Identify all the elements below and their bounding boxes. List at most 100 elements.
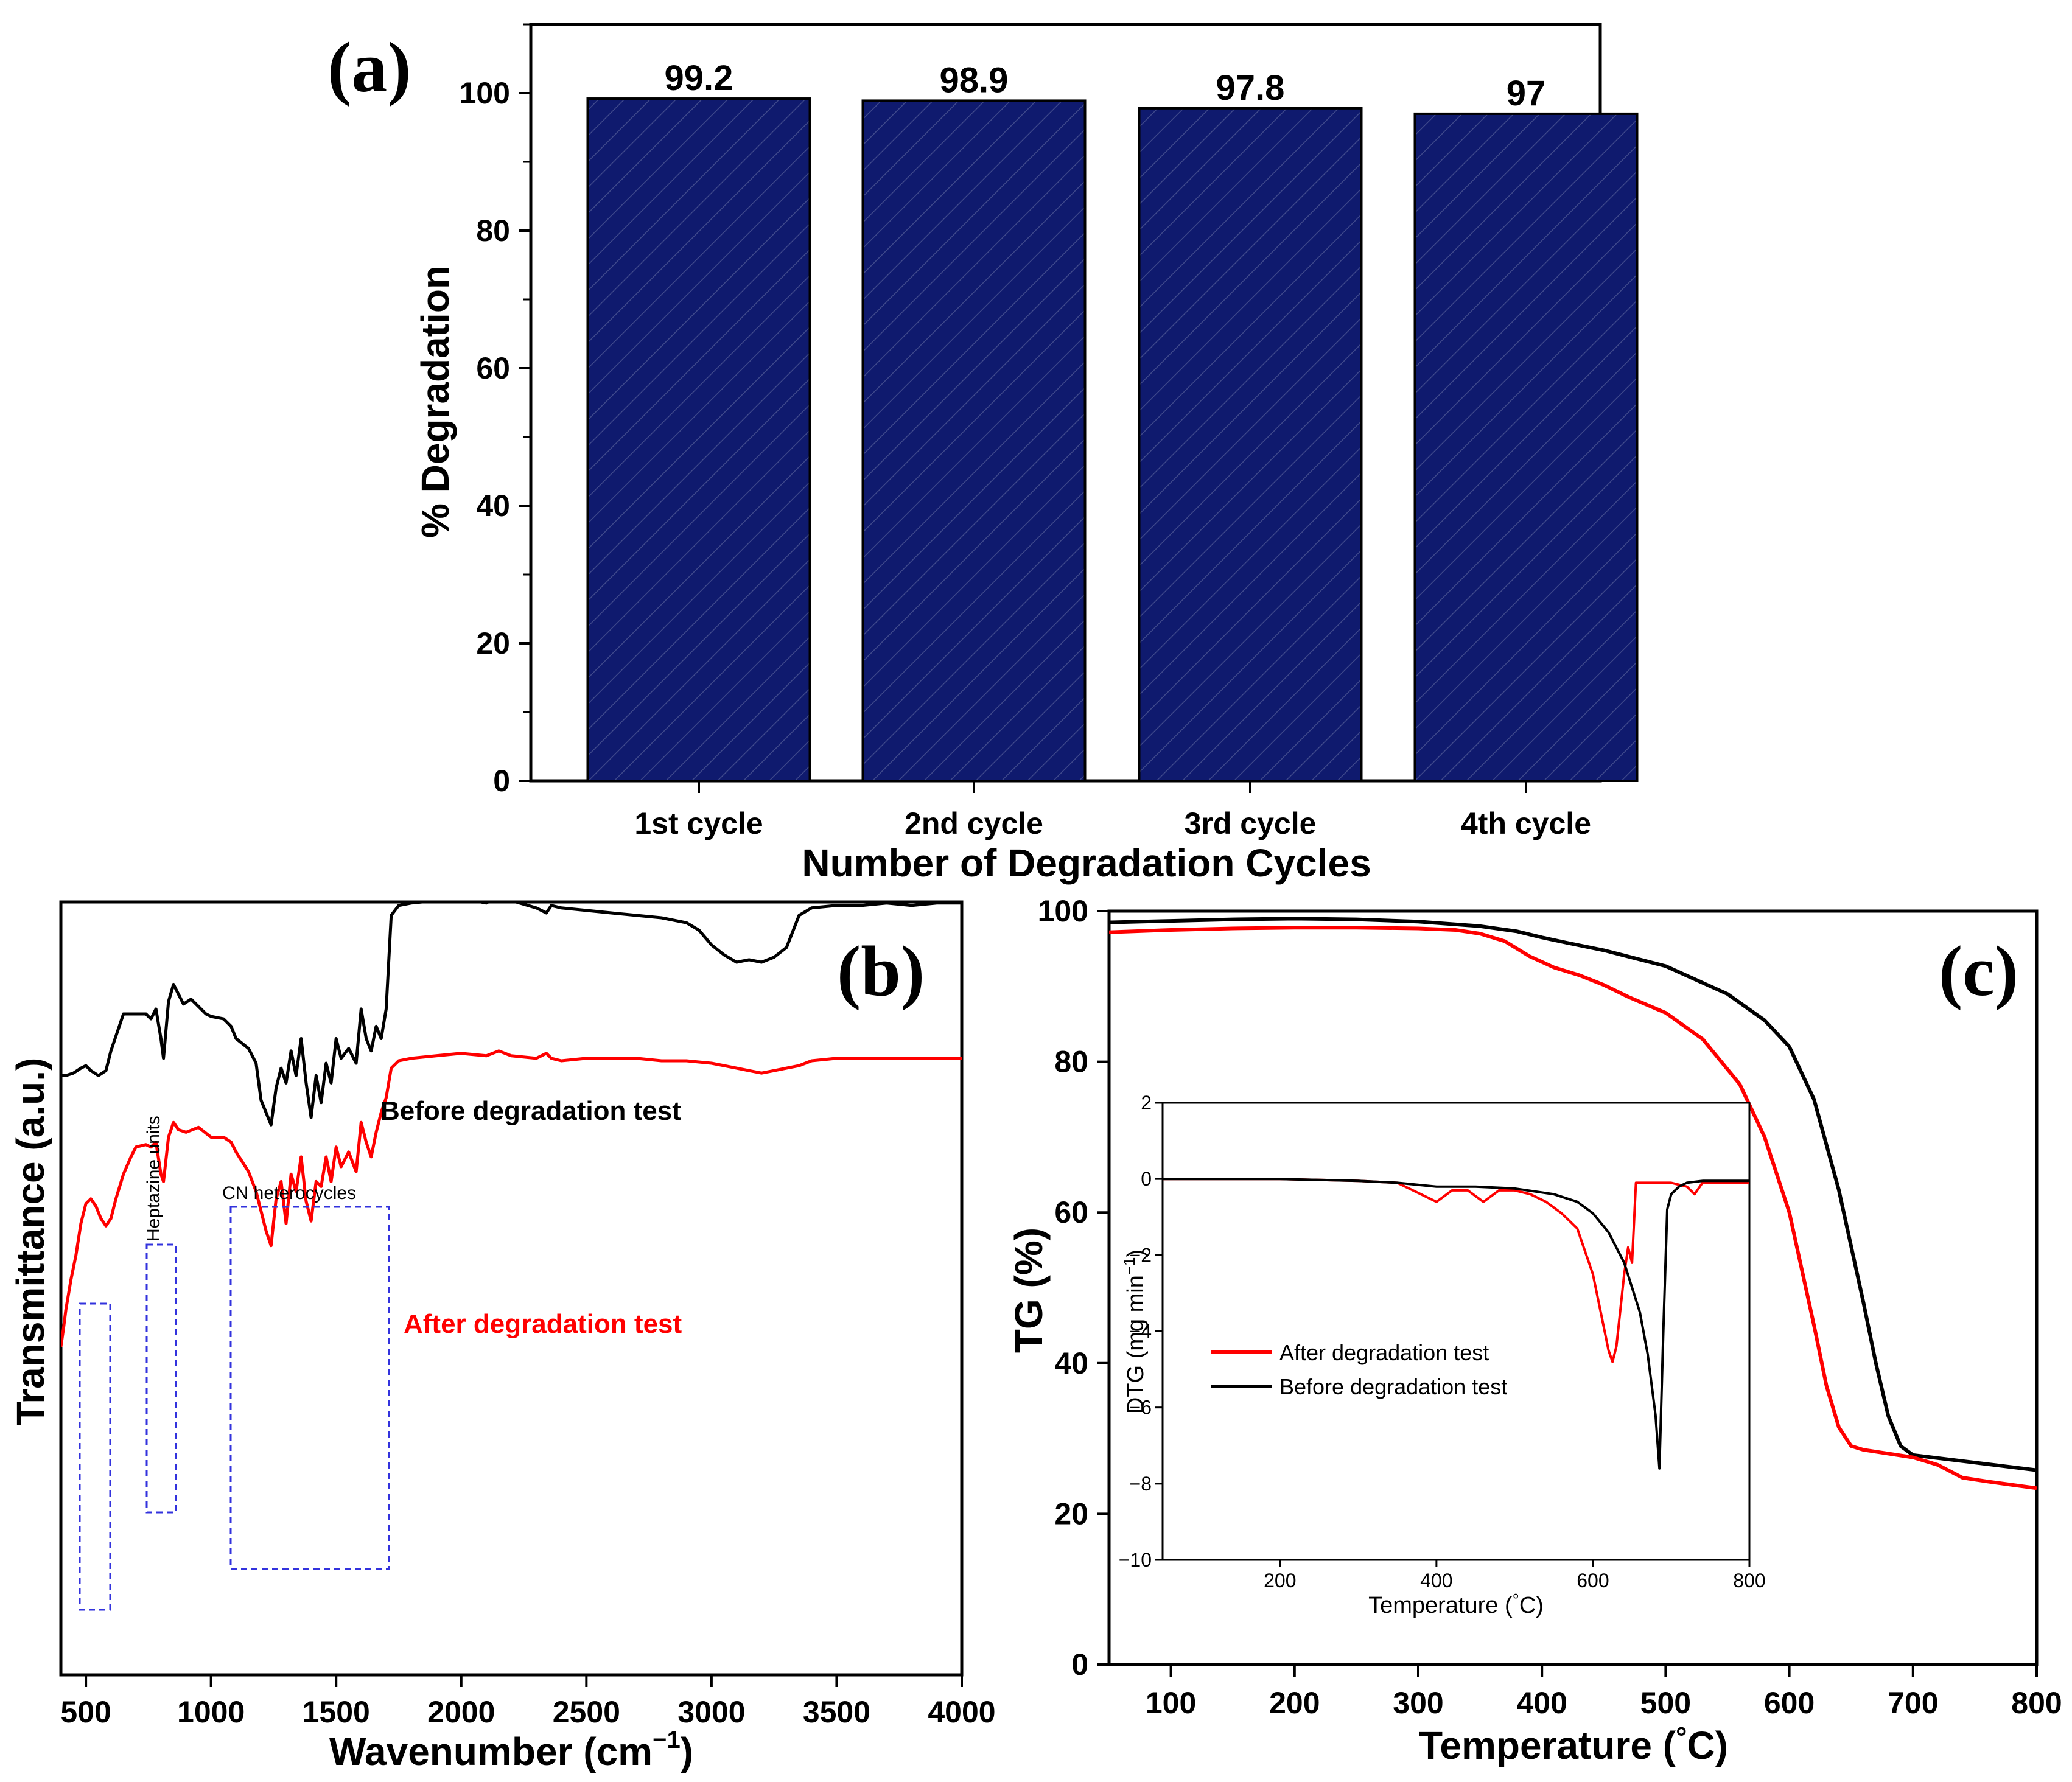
- annotation-before: Before degradation test: [380, 1096, 681, 1126]
- panel-c-label: (c): [1939, 931, 2018, 1011]
- inset-y-tick-label: −8: [1130, 1473, 1152, 1495]
- bar: [586, 97, 811, 782]
- inset-y-tick-label: −2: [1130, 1244, 1152, 1266]
- inset-legend: After degradation test Before degradatio…: [1211, 1340, 1507, 1399]
- panel-a-label: (a): [327, 27, 411, 107]
- box-cn-heterocycles: [229, 1206, 390, 1570]
- x-axis-title: Number of Degradation Cycles: [802, 841, 1371, 885]
- x-axis-title-sup: −1: [653, 1727, 681, 1753]
- y-axis-ticks: 0 20 40 60 80 100: [460, 23, 531, 798]
- inset-y-axis-title-main: DTG (mg min: [1123, 1275, 1149, 1414]
- inset-y-axis-ticks: −10 −8 −6 −4 −2 0 2: [1119, 1092, 1163, 1571]
- inset-x-axis-title-main: Temperature (: [1368, 1593, 1513, 1618]
- inset-x-axis-title: Temperature (°C): [1368, 1590, 1544, 1618]
- y-tick-label: 20: [476, 626, 510, 660]
- inset-y-tick-label: −4: [1130, 1321, 1152, 1343]
- x-axis-title: Temperature (°C): [1419, 1721, 1728, 1767]
- inset-y-tick-label: 0: [1141, 1168, 1152, 1190]
- inset-y-axis-title-sup: −1: [1120, 1257, 1138, 1276]
- y-axis-ticks: 0 20 40 60 80 100: [1038, 894, 1109, 1682]
- y-axis-title: TG (%): [1007, 1228, 1051, 1353]
- inset-series-before-line: [1163, 1178, 1749, 1470]
- bar: [1413, 112, 1639, 782]
- x-axis-title-main: Wavenumber (cm: [329, 1730, 653, 1773]
- y-tick-label: 80: [1054, 1045, 1088, 1079]
- x-axis-title-end: ): [681, 1730, 693, 1773]
- line-series: [1109, 917, 2037, 1490]
- x-tick-label: 1500: [303, 1695, 370, 1729]
- dtg-inset: −10 −8 −6 −4 −2 0 2 200 400 600 800 After degrada…: [1119, 1092, 1766, 1618]
- line-series: [61, 902, 962, 1347]
- x-tick-label: 200: [1269, 1686, 1320, 1720]
- x-tick-label: 800: [2011, 1686, 2062, 1720]
- x-axis-ticks: 500 1000 1500 2000 2500 3000 3500 4000: [60, 1675, 996, 1729]
- y-tick-label: 80: [476, 214, 510, 248]
- y-tick-label: 100: [460, 76, 510, 110]
- panel-a: (a) 99.2 98.9 97.8 97 0 20 40 60 80 100 1st cycl…: [327, 23, 1639, 885]
- x-tick-label: 3500: [803, 1695, 870, 1729]
- bar-value-label: 99.2: [665, 58, 733, 98]
- x-tick-label: 500: [60, 1695, 111, 1729]
- annotation-cn-heterocycles: CN heterocycles: [222, 1183, 356, 1203]
- inset-y-axis-title: DTG (mg min−1): [1120, 1249, 1149, 1414]
- inset-x-axis-title-degree: °: [1513, 1590, 1519, 1609]
- x-tick-label: 600: [1764, 1686, 1815, 1720]
- x-tick-label: 4000: [928, 1695, 995, 1729]
- series-before-line: [1109, 917, 2037, 1472]
- x-tick-label: 100: [1146, 1686, 1196, 1720]
- box-heptazine: [145, 1243, 177, 1514]
- bar-value-label: 98.9: [940, 60, 1009, 100]
- x-axis-title-end: C): [1687, 1724, 1728, 1767]
- inset-x-axis-title-end: C): [1519, 1593, 1544, 1618]
- x-axis-title-degree: °: [1676, 1721, 1687, 1753]
- x-tick-label: 3rd cycle: [1185, 806, 1317, 840]
- inset-line-series: [1163, 1178, 1749, 1470]
- bar-value-label: 97.8: [1216, 68, 1285, 108]
- x-axis-ticks: 100 200 300 400 500 600 700 800: [1146, 1665, 2062, 1720]
- x-tick-label: 500: [1640, 1686, 1691, 1720]
- x-tick-label: 1000: [177, 1695, 245, 1729]
- y-tick-label: 20: [1054, 1497, 1088, 1531]
- x-tick-label: 2500: [553, 1695, 620, 1729]
- box-tri-s-triazine: [79, 1302, 111, 1611]
- panel-b: 500 1000 1500 2000 2500 3000 3500 4000 Heptazin…: [9, 900, 996, 1773]
- y-tick-label: 60: [476, 351, 510, 385]
- x-tick-label: 2nd cycle: [905, 806, 1043, 840]
- y-tick-label: 100: [1038, 894, 1088, 928]
- series-before-line: [61, 902, 962, 1127]
- y-axis-title: % Degradation: [413, 265, 457, 538]
- y-tick-label: 60: [1054, 1195, 1088, 1229]
- inset-plot-frame: [1161, 1102, 1751, 1561]
- panel-b-label: (b): [837, 931, 925, 1011]
- x-tick-label: 2000: [427, 1695, 495, 1729]
- x-axis-title-main: Temperature (: [1419, 1724, 1676, 1767]
- bar-value-label: 97: [1507, 74, 1546, 113]
- series-after-line: [61, 1049, 962, 1347]
- y-axis-title: Transmittance (a.u.): [9, 1058, 52, 1426]
- y-tick-label: 40: [476, 489, 510, 523]
- x-tick-label: 3000: [677, 1695, 745, 1729]
- bar-series: 99.2 98.9 97.8 97: [586, 58, 1639, 783]
- annotation-heptazine: Heptazine units: [144, 1116, 164, 1242]
- x-axis-ticks: 1st cycle 2nd cycle 3rd cycle 4th cycle: [634, 781, 1591, 840]
- x-axis-title: Wavenumber (cm−1): [329, 1727, 693, 1773]
- x-tick-label: 1st cycle: [634, 806, 763, 840]
- inset-series-after-line: [1163, 1178, 1749, 1363]
- y-tick-label: 40: [1054, 1346, 1088, 1380]
- inset-y-tick-label: 2: [1141, 1092, 1152, 1114]
- inset-y-tick-label: −10: [1119, 1549, 1152, 1571]
- inset-x-tick-label: 200: [1264, 1570, 1296, 1592]
- inset-y-axis-title-end: ): [1123, 1249, 1149, 1257]
- panel-c-plot-frame: [1107, 909, 2039, 1666]
- x-tick-label: 400: [1516, 1686, 1567, 1720]
- inset-x-axis-ticks: 200 400 600 800: [1264, 1560, 1766, 1592]
- panel-b-plot-frame: [59, 900, 964, 1677]
- series-after-line: [1109, 926, 2037, 1490]
- inset-y-tick-label: −6: [1130, 1397, 1152, 1419]
- x-tick-label: 300: [1393, 1686, 1443, 1720]
- bar: [861, 99, 1087, 782]
- legend-label-after: After degradation test: [1279, 1340, 1489, 1365]
- inset-x-tick-label: 400: [1420, 1570, 1452, 1592]
